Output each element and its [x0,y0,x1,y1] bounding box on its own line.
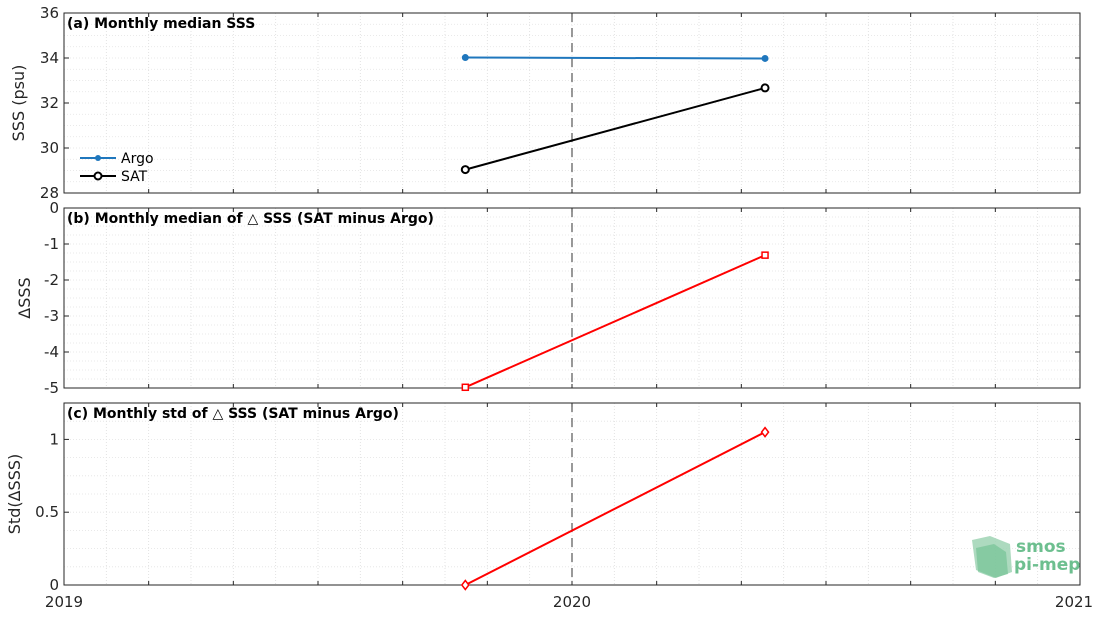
series-delta [461,251,769,392]
y-tick-label: -1 [44,235,59,253]
y-tick-label: 0 [49,199,59,217]
panel-title: (b) Monthly median of △ SSS (SAT minus A… [67,211,434,227]
panel-1: -5 -4 -3 -2 -1 0 ΔSSS (b) Monthly median of △ S… [15,199,1081,397]
smos-pi-mep-logo: smos pi-mep [972,536,1080,578]
x-tick-label: 2019 [45,593,83,611]
legend-marker [95,155,101,161]
y-axis-label: Std(ΔSSS) [5,454,24,534]
data-point [760,426,770,438]
series-delta [460,426,770,591]
series-line [465,56,766,60]
legend-marker [93,171,103,181]
y-tick-label: 34 [40,49,59,67]
series-line [464,431,766,586]
y-tick-label: -4 [44,343,59,361]
y-tick-label: 0 [49,576,59,594]
legend: Argo SAT [80,151,154,185]
data-point [761,251,769,259]
y-tick-label: 0.5 [35,503,59,521]
y-tick-label: 36 [40,4,59,22]
y-tick-label: 28 [40,184,59,202]
legend-label: Argo [121,151,154,167]
y-tick-label: -5 [44,379,59,397]
x-tick-label: 2021 [1055,593,1093,611]
y-axis-label: SSS (psu) [9,65,28,142]
logo-line1: smos [1016,537,1066,557]
panel-0: 28 30 32 34 36 SSS (psu) (a) Monthly median SS… [9,4,1081,202]
x-tick-label: 2020 [553,593,591,611]
panel-2: 0 0.5 1 Std(ΔSSS) (c) Monthly std of △ SSS (… [5,402,1081,594]
series-line [465,86,766,171]
data-point [460,579,470,591]
logo-mark-shade [976,544,1008,578]
data-point [461,54,469,62]
series-sat [460,83,770,175]
series-argo [461,54,769,62]
legend-label: SAT [121,169,148,185]
y-tick-label: -3 [44,307,59,325]
data-point [461,383,470,392]
y-tick-label: 1 [49,430,59,448]
panel-title: (c) Monthly std of △ SSS (SAT minus Argo… [67,406,399,422]
data-point [761,54,769,62]
y-tick-label: 32 [40,94,59,112]
data-point [760,83,770,93]
y-tick-label: 30 [40,139,59,157]
y-tick-label: -2 [44,271,59,289]
data-point [460,165,470,175]
panel-title: (a) Monthly median SSS [67,16,255,32]
logo-line2: pi-mep [1014,555,1080,575]
y-axis-label: ΔSSS [15,277,34,318]
series-line [464,254,766,389]
